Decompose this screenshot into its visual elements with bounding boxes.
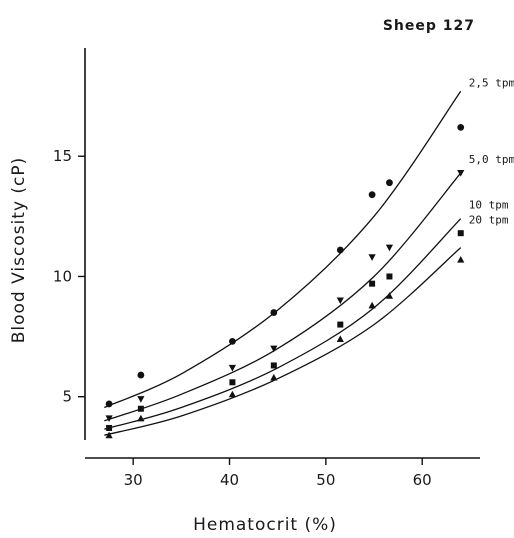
- point-10-tpm-7: [457, 230, 464, 237]
- point-5-0-tpm-4: [336, 297, 344, 305]
- point-5-0-tpm-5: [368, 254, 376, 261]
- point-5-0-tpm-6: [385, 244, 394, 252]
- fit-curve-5-0-tpm: [104, 172, 462, 422]
- point-20-tpm-5: [368, 301, 376, 309]
- x-tick-label-50: 50: [316, 471, 335, 489]
- x-tick-label-60: 60: [413, 471, 432, 489]
- point-20-tpm-0: [105, 431, 113, 439]
- fit-curve-20-tpm: [104, 247, 462, 436]
- point-5-0-tpm-7: [457, 170, 465, 177]
- plot-area: 30 40 50 60 5 10 15 2,5 tpm 5,0 tpm 10 tpm 20 tp…: [53, 48, 514, 489]
- series-label-20-tpm: 20 tpm: [469, 214, 509, 227]
- series-labels: 2,5 tpm 5,0 tpm 10 tpm 20 tpm: [469, 76, 514, 226]
- point-5-0-tpm-2: [228, 364, 237, 372]
- point-2-5-tpm-3: [270, 309, 278, 316]
- point-2-5-tpm-2: [229, 337, 236, 345]
- point-5-0-tpm-1: [137, 396, 145, 403]
- point-10-tpm-0: [106, 424, 113, 431]
- point-10-tpm-5: [369, 280, 376, 287]
- point-10-tpm-1: [137, 405, 144, 412]
- fit-curve-10-tpm: [104, 218, 462, 430]
- y-tick-label-15: 15: [53, 147, 72, 165]
- series-label-2-5-tpm: 2,5 tpm: [469, 76, 514, 89]
- point-5-0-tpm-3: [270, 345, 278, 353]
- point-5-0-tpm-0: [105, 415, 113, 422]
- x-axis-ticks: 30 40 50 60: [124, 458, 432, 489]
- point-10-tpm-4: [337, 321, 344, 328]
- y-tick-label-10: 10: [53, 267, 72, 285]
- x-tick-label-30: 30: [124, 471, 143, 489]
- point-10-tpm-2: [229, 379, 236, 386]
- point-20-tpm-1: [137, 414, 145, 422]
- x-axis-title: Hematocrit (%): [193, 515, 337, 535]
- point-2-5-tpm-5: [368, 191, 376, 199]
- series-label-5-0-tpm: 5,0 tpm: [469, 153, 514, 166]
- point-20-tpm-2: [228, 390, 237, 398]
- point-20-tpm-4: [336, 335, 344, 342]
- point-10-tpm-6: [386, 273, 393, 280]
- series-label-10-tpm: 10 tpm: [469, 199, 509, 212]
- fit-curves: [104, 90, 462, 436]
- point-2-5-tpm-1: [137, 371, 145, 379]
- fit-curve-2-5-tpm: [104, 90, 462, 409]
- figure-title: Sheep 127: [383, 18, 475, 34]
- point-20-tpm-7: [457, 256, 465, 263]
- point-2-5-tpm-7: [457, 123, 465, 131]
- y-tick-label-5: 5: [62, 388, 72, 406]
- point-2-5-tpm-0: [105, 400, 113, 408]
- point-2-5-tpm-4: [336, 246, 344, 254]
- point-20-tpm-6: [385, 292, 394, 299]
- y-axis-ticks: 5 10 15: [53, 147, 85, 406]
- point-2-5-tpm-6: [386, 179, 393, 187]
- point-20-tpm-3: [270, 373, 278, 381]
- y-axis-title: Blood Viscosity (cP): [9, 157, 29, 344]
- x-tick-label-40: 40: [220, 471, 239, 489]
- data-markers: [105, 123, 465, 439]
- point-10-tpm-3: [270, 362, 277, 369]
